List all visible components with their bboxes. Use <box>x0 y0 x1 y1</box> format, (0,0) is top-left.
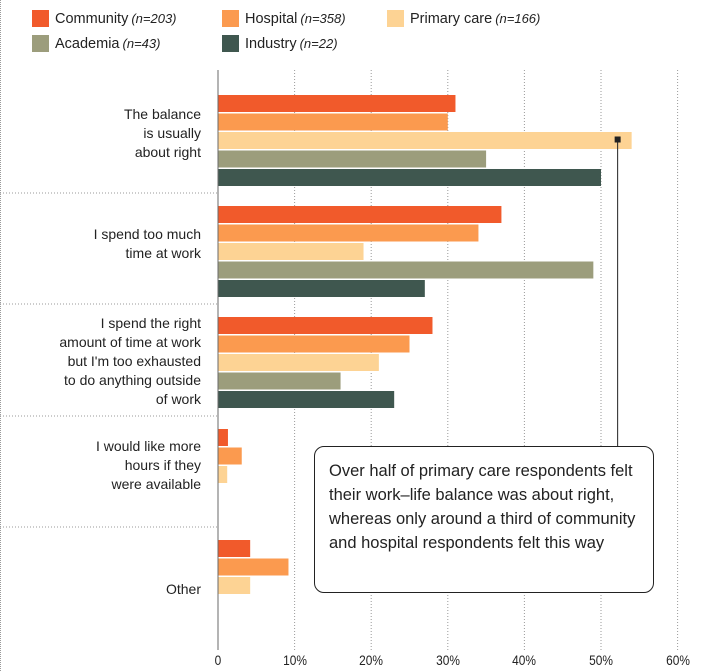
legend-n: (n=166) <box>495 11 541 26</box>
bar-community-1 <box>218 95 456 112</box>
bar-primary-care-1 <box>218 132 632 149</box>
bar-industry-3 <box>218 391 395 408</box>
legend-swatch <box>222 10 239 27</box>
annotation-text: Over half of primary care respondents fe… <box>329 462 636 552</box>
legend-item-academia: Academia (n=43) <box>32 35 160 52</box>
bar-hospital-4 <box>218 447 242 465</box>
annotation-callout: Over half of primary care respondents fe… <box>314 446 654 593</box>
bar-hospital-2 <box>218 224 479 242</box>
x-tick-label-0: 0 <box>214 652 222 668</box>
bar-hospital-5 <box>218 558 289 576</box>
legend-label: Hospital <box>245 10 298 27</box>
x-tick-label-10: 10% <box>282 652 307 668</box>
category-label-5: Other <box>165 581 201 597</box>
x-tick-label-60: 60% <box>665 652 690 668</box>
legend-label: Academia <box>55 35 120 52</box>
bar-academia-3 <box>218 372 341 390</box>
legend-swatch <box>32 35 49 52</box>
bar-academia-1 <box>218 150 487 168</box>
bar-primary-care-2 <box>218 243 364 260</box>
bar-primary-care-4 <box>218 466 228 483</box>
annotation-marker <box>614 136 621 143</box>
legend-n: (n=43) <box>122 36 161 51</box>
bar-community-2 <box>218 206 502 223</box>
legend-item-community: Community (n=203) <box>32 10 177 27</box>
category-label-4: I would like more hours if they were ava… <box>95 438 201 492</box>
legend-n: (n=358) <box>300 11 346 26</box>
bar-academia-2 <box>218 261 594 279</box>
legend-label: Community <box>55 10 129 27</box>
legend-label: Industry <box>245 35 297 52</box>
legend-label: Primary care <box>410 10 493 27</box>
legend-item-industry: Industry (n=22) <box>222 35 338 52</box>
left-border <box>0 0 1 671</box>
bar-industry-1 <box>218 169 601 186</box>
legend-swatch <box>222 35 239 52</box>
x-tick-label-50: 50% <box>589 652 613 668</box>
category-label-3: I spend the right amount of time at work… <box>59 315 201 407</box>
bar-hospital-1 <box>218 113 448 131</box>
legend-swatch <box>32 10 49 27</box>
x-tick-label-20: 20% <box>359 652 384 668</box>
bar-community-5 <box>218 540 251 557</box>
legend-item-hospital: Hospital (n=358) <box>222 10 346 27</box>
bar-community-4 <box>218 429 228 446</box>
category-label-1: The balance is usually about right <box>123 106 201 160</box>
bar-primary-care-5 <box>218 577 251 594</box>
x-tick-label-40: 40% <box>512 652 537 668</box>
legend-swatch <box>387 10 404 27</box>
category-label-2: I spend too much time at work <box>93 226 201 261</box>
x-tick-label-30: 30% <box>435 652 460 668</box>
bar-industry-2 <box>218 280 425 297</box>
bar-primary-care-3 <box>218 354 379 371</box>
bar-hospital-3 <box>218 335 410 353</box>
bar-community-3 <box>218 317 433 334</box>
legend-item-primary-care: Primary care (n=166) <box>387 10 540 27</box>
legend-n: (n=22) <box>299 36 338 51</box>
legend-n: (n=203) <box>131 11 177 26</box>
